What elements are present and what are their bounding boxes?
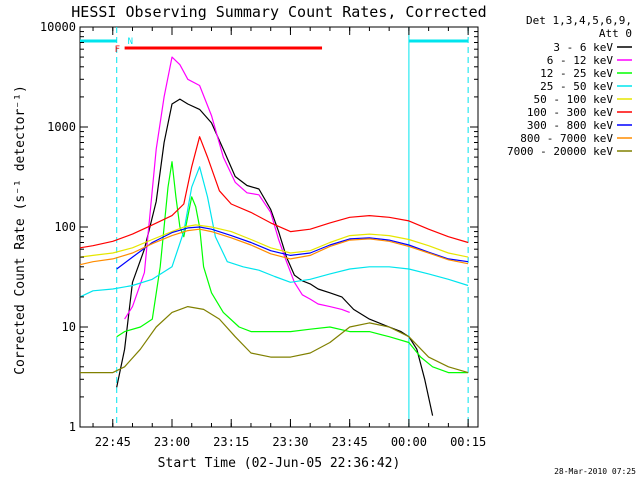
series-line-0 — [116, 98, 434, 416]
y-tick-label-2: 100 — [54, 220, 76, 234]
legend-label-6: 300 - 800 keV — [527, 119, 613, 132]
night-marker-label: N — [128, 37, 133, 47]
x-tick-label-3: 23:30 — [272, 435, 308, 449]
y-tick-label-1: 10 — [62, 320, 76, 334]
flare-marker-label: F — [115, 45, 120, 55]
legend-label-3: 25 - 50 keV — [540, 80, 613, 93]
y-tick-label-0: 1 — [69, 420, 76, 434]
generated-timestamp: 28-Mar-2010 07:25 — [554, 467, 636, 476]
x-axis-label: Start Time (02-Jun-05 22:36:42) — [158, 456, 401, 471]
legend-label-5: 100 - 300 keV — [527, 106, 613, 119]
x-tick-label-6: 00:15 — [450, 435, 486, 449]
legend-label-0: 3 - 6 keV — [553, 41, 613, 54]
legend-label-4: 50 - 100 keV — [534, 93, 614, 106]
y-axis-label: Corrected Count Rate (s⁻¹ detector⁻¹) — [13, 85, 28, 375]
series-line-7 — [79, 228, 469, 266]
series-line-2 — [116, 161, 469, 374]
series-line-3 — [79, 166, 469, 298]
series-line-4 — [79, 224, 469, 258]
series-line-6 — [116, 226, 469, 270]
x-tick-label-4: 23:45 — [332, 435, 368, 449]
x-tick-label-5: 00:00 — [391, 435, 427, 449]
y-tick-label-3: 1000 — [47, 120, 76, 134]
legend-label-1: 6 - 12 keV — [547, 54, 614, 67]
series-line-8 — [80, 306, 469, 374]
legend-label-7: 800 - 7000 keV — [520, 132, 613, 145]
legend-label-8: 7000 - 20000 keV — [507, 145, 613, 158]
x-tick-label-0: 22:45 — [95, 435, 131, 449]
series-line-1 — [124, 56, 350, 320]
legend-header-1: Att 0 — [599, 27, 632, 40]
x-tick-label-2: 23:15 — [213, 435, 249, 449]
y-tick-label-4: 10000 — [40, 20, 76, 34]
legend-header-0: Det 1,3,4,5,6,9, — [526, 14, 632, 27]
x-tick-label-1: 23:00 — [154, 435, 190, 449]
legend-label-2: 12 - 25 keV — [540, 67, 613, 80]
series-line-5 — [79, 136, 469, 249]
chart-title: HESSI Observing Summary Count Rates, Cor… — [71, 3, 486, 21]
